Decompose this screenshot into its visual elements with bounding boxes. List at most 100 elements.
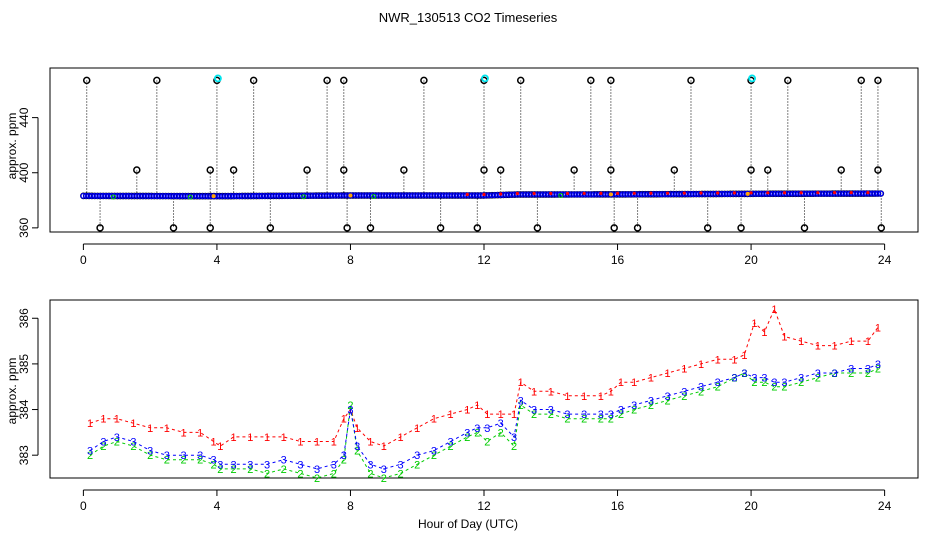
spike-low-point [533, 224, 542, 232]
series-3-marker: 3 [147, 446, 153, 458]
spike-low-point [436, 224, 445, 232]
bottom-panel-y-tick-label: 386 [17, 308, 31, 328]
series-2-marker: 2 [781, 382, 787, 394]
series-1-marker: 1 [848, 336, 854, 348]
series-1-marker: 1 [751, 318, 757, 330]
series-1-marker: 1 [484, 409, 490, 421]
series-2-marker: 2 [331, 468, 337, 480]
baseline-point-red [666, 191, 670, 195]
series-1-marker: 1 [715, 354, 721, 366]
baseline-point-red [649, 191, 653, 195]
spike-low-point [610, 224, 618, 232]
series-2-marker: 2 [715, 382, 721, 394]
series-3-marker: 3 [698, 382, 704, 394]
series-1-marker: 1 [341, 414, 347, 426]
spike-high-point [874, 76, 882, 85]
series-3-marker: 3 [875, 359, 881, 371]
series-1-marker: 1 [147, 423, 153, 435]
baseline-point-green [558, 192, 564, 198]
spike-high-point [420, 76, 428, 85]
baseline-point-green [301, 194, 307, 200]
series-2-marker: 2 [354, 446, 360, 458]
series-3-marker: 3 [414, 450, 420, 462]
series-1-marker: 1 [264, 432, 270, 444]
series-3-marker: 3 [815, 368, 821, 380]
series-2-marker: 2 [865, 368, 871, 380]
series-1-marker: 1 [331, 436, 337, 448]
spike-mid-point [400, 166, 408, 174]
series-3-marker: 3 [731, 373, 737, 385]
baseline-point-green [110, 194, 116, 200]
series-2-marker: 2 [464, 432, 470, 444]
spike-mid-point [480, 166, 488, 174]
series-1-marker: 1 [665, 368, 671, 380]
spike-mid-point [496, 166, 505, 174]
series-2-marker: 2 [681, 391, 687, 403]
spike-high-point [153, 76, 161, 85]
spike-high-point [587, 76, 595, 85]
series-3-marker: 3 [217, 459, 223, 471]
bottom-panel-x-tick-label: 4 [214, 499, 221, 513]
series-1-marker: 1 [741, 350, 747, 362]
series-1-marker: 1 [448, 409, 454, 421]
spike-high-point [340, 76, 348, 85]
spike-mid-point [607, 166, 615, 174]
top-panel-x-tick-label: 4 [214, 253, 221, 267]
series-1-marker: 1 [297, 436, 303, 448]
series-1-marker: 1 [865, 336, 871, 348]
top-panel-x-tick-label: 16 [611, 253, 625, 267]
series-1-marker: 1 [548, 386, 554, 398]
series-2-marker: 2 [180, 455, 186, 467]
series-1-marker: 1 [608, 386, 614, 398]
baseline-point-red [732, 191, 736, 195]
series-2-marker: 2 [100, 441, 106, 453]
series-3-marker: 3 [100, 436, 106, 448]
baseline-point-green [187, 194, 193, 200]
top-panel-frame [49, 67, 919, 233]
spike-low-point [169, 224, 178, 232]
series-1-marker: 1 [164, 423, 170, 435]
spike-low-point [366, 224, 375, 232]
series-2-marker: 2 [771, 382, 777, 394]
series-3-marker: 3 [618, 405, 624, 417]
bottom-panel-x-tick-label: 12 [477, 499, 491, 513]
series-3-marker: 3 [381, 464, 387, 476]
series-2-marker: 2 [875, 363, 881, 375]
series-3-marker: 3 [681, 386, 687, 398]
baseline-point-red [599, 191, 603, 195]
series-2-marker: 2 [414, 459, 420, 471]
series-1-marker: 1 [381, 441, 387, 453]
series-3-marker: 3 [431, 446, 437, 458]
series-3-marker: 3 [367, 459, 373, 471]
series-2-marker: 2 [848, 368, 854, 380]
series-3-marker: 3 [531, 405, 537, 417]
series-2-marker: 2 [698, 386, 704, 398]
series-3-marker: 3 [761, 373, 767, 385]
series-3-marker: 3 [831, 368, 837, 380]
series-2-marker: 2 [751, 377, 757, 389]
series-2-marker: 2 [598, 414, 604, 426]
series-3-marker: 3 [180, 450, 186, 462]
series-2-marker: 2 [484, 436, 490, 448]
baseline-point-orange [211, 194, 216, 199]
series-2-line [89, 368, 879, 479]
series-3-marker: 3 [211, 455, 217, 467]
series-3-marker: 3 [598, 409, 604, 421]
highlight-point-cyan [481, 74, 489, 83]
series-3-marker: 3 [87, 446, 93, 458]
series-2-marker: 2 [314, 473, 320, 485]
baseline-point-blue [874, 190, 881, 197]
series-1-marker: 1 [698, 359, 704, 371]
baseline-point-red [749, 191, 753, 195]
series-1-marker: 1 [431, 414, 437, 426]
spike-high-point [82, 76, 91, 85]
series-3-marker: 3 [281, 455, 287, 467]
series-3-marker: 3 [264, 459, 270, 471]
series-1-marker: 1 [281, 432, 287, 444]
series-3-marker: 3 [354, 441, 360, 453]
bottom-panel-y-tick-label: 383 [17, 445, 31, 465]
spike-low-point [473, 224, 482, 232]
series-2-marker: 2 [164, 455, 170, 467]
series-1-marker: 1 [247, 432, 253, 444]
baseline-point-red [782, 191, 787, 195]
